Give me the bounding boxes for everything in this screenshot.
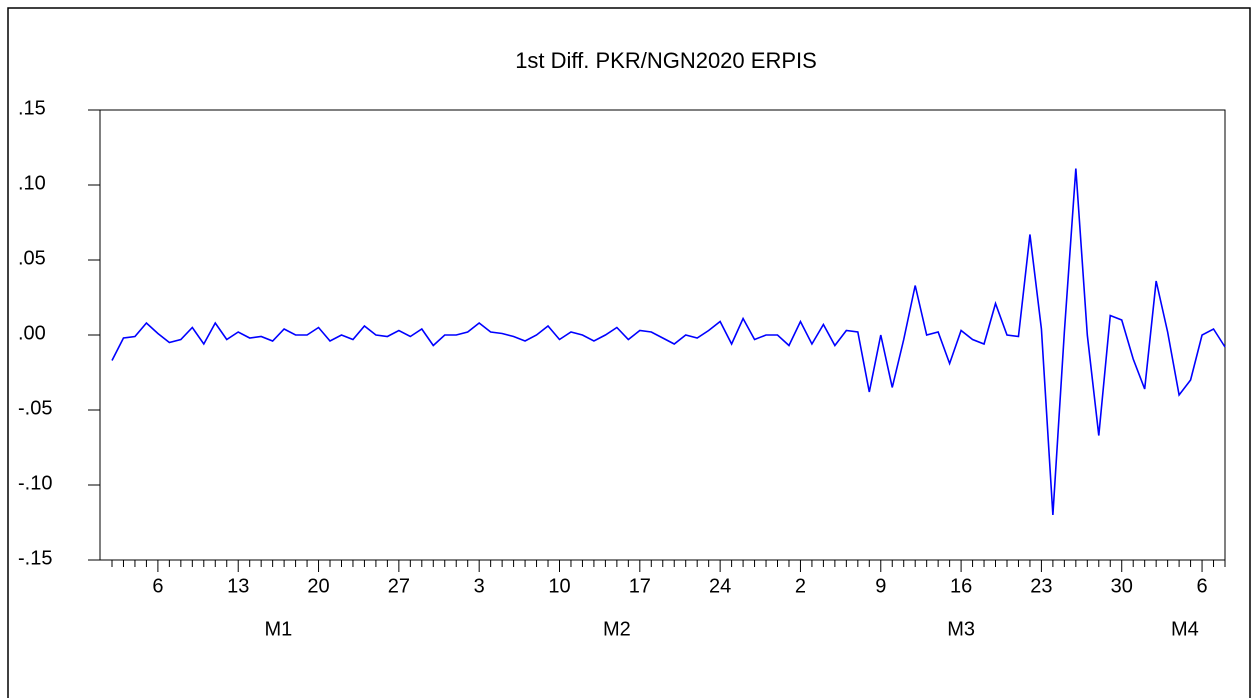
- month-label: M2: [603, 618, 631, 640]
- month-label: M4: [1171, 618, 1199, 640]
- y-tick-label: .10: [18, 172, 46, 194]
- y-tick-label: -.15: [18, 547, 52, 569]
- x-tick-label: 23: [1030, 575, 1052, 597]
- x-tick-label: 16: [950, 575, 972, 597]
- month-label: M3: [947, 618, 975, 640]
- y-tick-label: -.05: [18, 397, 52, 419]
- y-tick-label: .00: [18, 322, 46, 344]
- x-tick-label: 9: [875, 575, 886, 597]
- x-tick-label: 27: [388, 575, 410, 597]
- y-tick-label: -.10: [18, 472, 52, 494]
- x-tick-label: 13: [227, 575, 249, 597]
- series-line: [111, 168, 1226, 516]
- x-tick-label: 10: [548, 575, 570, 597]
- y-tick-label: .15: [18, 97, 46, 119]
- chart-title: 1st Diff. PKR/NGN2020 ERPIS: [515, 48, 817, 73]
- frame: [7, 7, 1251, 698]
- x-tick-label: 30: [1111, 575, 1133, 597]
- x-tick-label: 3: [474, 575, 485, 597]
- x-tick-label: 6: [1196, 575, 1207, 597]
- y-tick-label: .05: [18, 247, 46, 269]
- x-tick-label: 2: [795, 575, 806, 597]
- plot-area: [99, 109, 1226, 561]
- month-label: M1: [264, 618, 292, 640]
- x-tick-label: 6: [152, 575, 163, 597]
- x-tick-label: 24: [709, 575, 731, 597]
- x-tick-label: 20: [307, 575, 329, 597]
- x-tick-label: 17: [629, 575, 651, 597]
